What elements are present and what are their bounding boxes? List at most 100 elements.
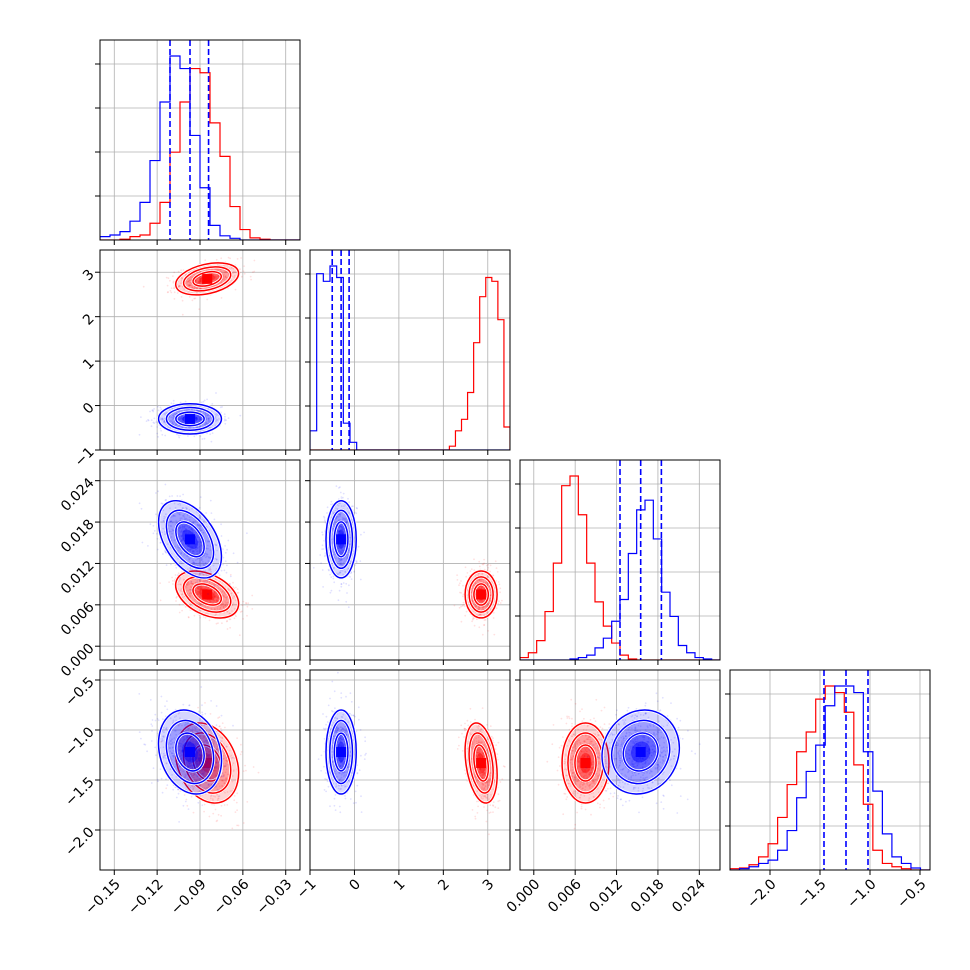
sample-point [340, 546, 342, 549]
panel-content [100, 250, 300, 450]
sample-point [162, 718, 164, 720]
sample-point [161, 417, 164, 420]
contour-line [175, 411, 205, 427]
sample-point [481, 563, 484, 566]
sample-point [198, 763, 201, 766]
sample-point [201, 713, 204, 716]
sample-point [217, 717, 219, 719]
sample-point [170, 516, 173, 518]
sample-point [458, 606, 461, 609]
panel-3-0 [95, 669, 301, 875]
sample-point [219, 607, 222, 609]
sample-point [339, 571, 342, 574]
sample-point [233, 270, 235, 273]
sample-point [197, 524, 200, 527]
sample-point [178, 723, 180, 726]
sample-point [179, 285, 181, 287]
sample-point [204, 539, 207, 542]
sample-point [483, 562, 485, 565]
sample-point [208, 619, 211, 622]
sample-point [181, 538, 183, 541]
sample-point [332, 527, 334, 530]
sample-point [180, 588, 183, 590]
sample-point [240, 743, 242, 746]
sample-point [178, 611, 181, 614]
sample-point [456, 579, 459, 581]
sample-point [188, 557, 190, 560]
sample-point [197, 419, 200, 422]
sample-point [201, 586, 204, 589]
sample-point [216, 747, 219, 750]
sample-point [476, 580, 479, 583]
sample-point [474, 582, 477, 585]
sample-point [235, 615, 237, 618]
sample-point [174, 506, 177, 509]
y-tick-label: 1 [80, 355, 98, 373]
sample-point [477, 573, 479, 576]
sample-point [166, 284, 169, 287]
sample-point [179, 538, 181, 540]
sample-point [340, 561, 342, 564]
sample-point [177, 583, 179, 586]
sample-point [348, 551, 350, 553]
sample-point [188, 761, 191, 764]
sample-point [198, 579, 201, 582]
sample-point [165, 787, 168, 790]
sample-point [180, 539, 183, 542]
sample-point [472, 617, 474, 620]
sample-point [202, 400, 205, 403]
sample-point [496, 571, 499, 573]
sample-point [471, 596, 473, 598]
sample-point [176, 546, 179, 548]
sample-point [181, 299, 184, 302]
sample-point [487, 563, 490, 566]
sample-point [334, 521, 337, 524]
sample-point [162, 553, 164, 555]
sample-point [188, 277, 190, 279]
sample-point [487, 603, 490, 605]
sample-point [163, 420, 166, 423]
panel-frame [519, 459, 721, 661]
sample-point [182, 418, 185, 420]
sample-point [192, 738, 194, 741]
sample-point [192, 772, 195, 775]
sample-point [185, 528, 188, 530]
sample-point [207, 560, 210, 562]
sample-point [188, 526, 191, 529]
sample-point [161, 531, 163, 534]
sample-point [171, 421, 174, 424]
sample-point [223, 278, 226, 280]
sample-point [215, 275, 218, 278]
sample-point [328, 569, 330, 572]
sample-point [160, 502, 163, 505]
sample-point [199, 549, 202, 552]
sample-point [344, 560, 346, 562]
sample-point [221, 737, 224, 740]
sample-point [140, 416, 142, 418]
sample-point [345, 521, 348, 524]
sample-point [180, 552, 183, 555]
sample-point [195, 760, 198, 762]
sample-point [218, 596, 220, 599]
sample-point [223, 271, 226, 274]
sample-point [190, 773, 192, 776]
sample-point [174, 413, 177, 416]
sample-point [341, 552, 343, 555]
sample-point [191, 776, 194, 779]
sample-point [190, 548, 193, 551]
sample-point [224, 604, 227, 607]
sample-point [222, 277, 225, 280]
sample-point [339, 525, 342, 528]
sample-point [165, 762, 168, 764]
sample-point [253, 270, 256, 273]
sample-point [193, 273, 196, 276]
sample-point [226, 773, 229, 776]
sample-point [186, 583, 188, 586]
sample-point [203, 411, 205, 414]
sample-point [472, 618, 474, 621]
sample-point [199, 417, 202, 420]
sample-point [230, 756, 233, 759]
sample-point [195, 416, 198, 419]
sample-point [162, 752, 165, 755]
